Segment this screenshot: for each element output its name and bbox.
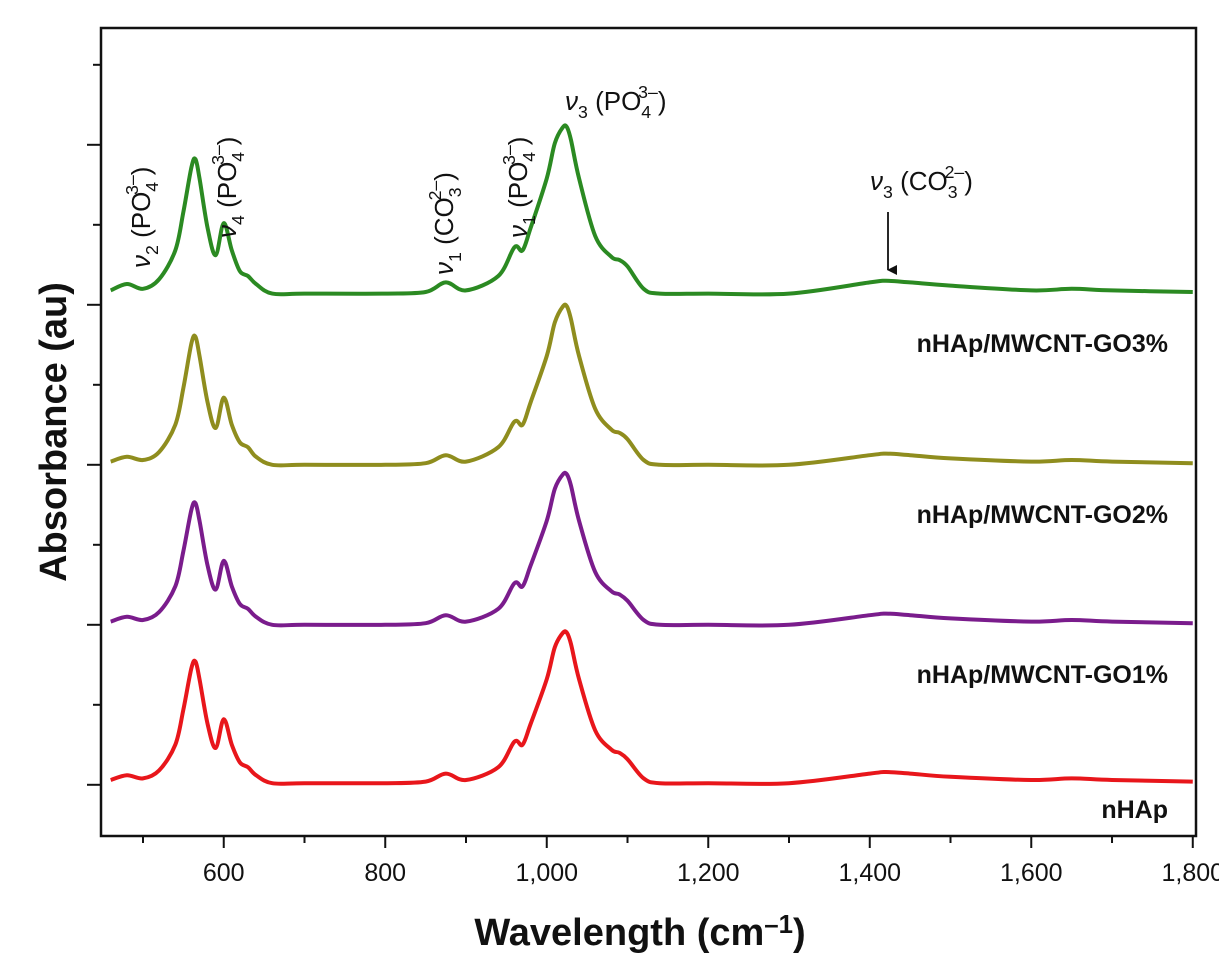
- x-tick-label: 800: [364, 859, 406, 887]
- x-tick-label: 1,200: [677, 859, 740, 887]
- x-tick-label: 1,600: [1000, 859, 1063, 887]
- text-segment: 4: [641, 102, 651, 122]
- text-segment: ): [793, 912, 806, 954]
- peak-annotation: ν3 (PO43–): [565, 82, 666, 122]
- text-segment: (PO: [212, 162, 242, 215]
- peak-annotation: ν1 (PO43–): [499, 137, 539, 238]
- text-segment: (CO: [429, 197, 459, 252]
- text-segment: 1: [519, 215, 539, 225]
- text-segment: 4: [228, 152, 248, 162]
- text-segment: ): [503, 137, 533, 146]
- peak-annotation: ν3 (CO32–): [870, 162, 973, 202]
- x-tick-label: 600: [203, 859, 245, 887]
- text-segment: 2–: [945, 162, 965, 182]
- text-segment: 2–: [425, 181, 445, 201]
- text-segment: –1: [764, 911, 793, 939]
- x-tick-label: 1,800: [1161, 859, 1219, 887]
- spectrum-line: [110, 302, 1193, 468]
- x-tick-label: 1,400: [838, 859, 901, 887]
- peak-annotation: ν2 (PO43–): [122, 167, 162, 268]
- text-segment: ): [429, 172, 459, 181]
- spectrum-line: [109, 123, 1193, 297]
- text-segment: ): [964, 166, 973, 196]
- x-axis-title: Wavelength (cm–1): [474, 911, 805, 954]
- text-segment: (PO: [503, 162, 533, 215]
- text-segment: 4: [519, 152, 539, 162]
- spectrum-line: [110, 470, 1193, 628]
- peak-annotation: ν4 (PO43–): [208, 137, 248, 238]
- text-segment: ν: [870, 166, 883, 196]
- peak-annotation: ν1 (CO32–): [425, 172, 465, 275]
- text-segment: 3–: [499, 145, 519, 165]
- series-label: nHAp/MWCNT-GO1%: [917, 661, 1168, 689]
- y-axis-title: Absorbance (au): [33, 282, 75, 582]
- text-segment: 1: [445, 252, 465, 262]
- text-segment: 3–: [638, 82, 658, 102]
- series-label: nHAp/MWCNT-GO2%: [917, 501, 1168, 529]
- spectrum-line: [110, 629, 1193, 786]
- text-segment: Wavelength (cm: [474, 912, 764, 954]
- text-segment: 2: [142, 245, 162, 255]
- text-segment: ): [658, 86, 667, 116]
- text-segment: ν: [503, 225, 533, 238]
- text-segment: 3: [883, 182, 893, 202]
- text-segment: ): [212, 137, 242, 146]
- text-segment: 3: [948, 182, 958, 202]
- text-segment: ): [126, 167, 156, 176]
- text-segment: 4: [228, 215, 248, 225]
- text-segment: (PO: [588, 86, 641, 116]
- text-segment: 3–: [122, 175, 142, 195]
- text-segment: ν: [429, 262, 459, 275]
- text-segment: 3: [578, 102, 588, 122]
- text-segment: ν: [126, 255, 156, 268]
- series-label: nHAp/MWCNT-GO3%: [917, 330, 1168, 358]
- plot-frame: [99, 26, 1198, 838]
- x-tick-label: 1,000: [515, 859, 578, 887]
- text-segment: (CO: [893, 166, 948, 196]
- text-segment: (PO: [126, 192, 156, 245]
- series-label: nHAp: [1101, 796, 1168, 824]
- text-segment: 4: [142, 182, 162, 192]
- text-segment: ν: [212, 225, 242, 238]
- text-segment: ν: [565, 86, 578, 116]
- text-segment: 3: [445, 187, 465, 197]
- text-segment: 3–: [208, 145, 228, 165]
